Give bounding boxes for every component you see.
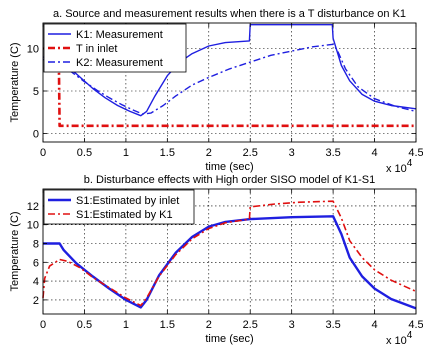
legend-label-3: K2: Measurement [76,57,163,69]
series-line-2 [43,47,416,128]
y-tick-label: 10 [27,220,39,232]
legend-label-2: T in inlet [76,43,117,55]
chart-title: a. Source and measurement results when t… [53,8,406,20]
axes-box [42,22,417,143]
y-tick-label: 6 [33,257,39,269]
y-tick-label: 2 [33,295,39,307]
y-tick-label: 4 [33,276,39,288]
x-tick-label: 1.5 [160,319,175,331]
x-tick-label: 2 [206,147,212,159]
x-tick-label: 2.5 [243,319,258,331]
legend-box [43,189,195,225]
x-tick-label: 2.5 [243,147,258,159]
axes-box [42,188,417,315]
x-tick-label: 4 [371,319,377,331]
y-tick-label: 12 [27,201,39,213]
chart-panel-b: b. Disturbance effects with High order S… [9,174,423,347]
x-axis-label: time (sec) [205,161,253,173]
x-tick-label: 1 [123,147,129,159]
x-tick-label: 0 [40,147,46,159]
x-tick-label: 3.5 [325,319,340,331]
y-axis-label: Temperature (C) [9,42,21,122]
y-tick-label: 8 [33,239,39,251]
x-tick-label: 4 [371,147,377,159]
x-tick-label: 1.5 [160,147,175,159]
chart-title: b. Disturbance effects with High order S… [84,174,375,186]
legend-label-1: K1: Measurement [76,29,163,41]
y-tick-label: 10 [27,44,39,56]
x-tick-label: 2 [206,319,212,331]
chart-panel-a: a. Source and measurement results when t… [9,8,423,175]
series-line-1 [43,215,417,310]
x-tick-label: 0 [40,319,46,331]
legend: S1:Estimated by inlet S1:Estimated by K1 [43,189,195,225]
legend: K1: Measurement T in inlet K2: Measurement [43,23,187,73]
x-axis-multiplier: x 104 [386,158,413,175]
x-tick-label: 3 [289,319,295,331]
legend-label-2: S1:Estimated by K1 [76,209,173,221]
x-tick-label: 4.5 [408,147,423,159]
legend-label-1: S1:Estimated by inlet [76,195,179,207]
x-tick-label: 0.5 [77,147,92,159]
x-tick-label: 1 [123,319,129,331]
y-tick-label: 0 [33,129,39,141]
x-tick-label: 4.5 [408,319,423,331]
y-axis-label: Temperature (C) [9,211,21,291]
x-axis-label: time (sec) [205,333,253,345]
x-tick-label: 3 [289,147,295,159]
x-tick-label: 3.5 [325,147,340,159]
series-line-2 [42,200,417,307]
x-axis-multiplier: x 104 [386,330,413,347]
y-tick-label: 5 [33,86,39,98]
x-tick-label: 0.5 [77,319,92,331]
